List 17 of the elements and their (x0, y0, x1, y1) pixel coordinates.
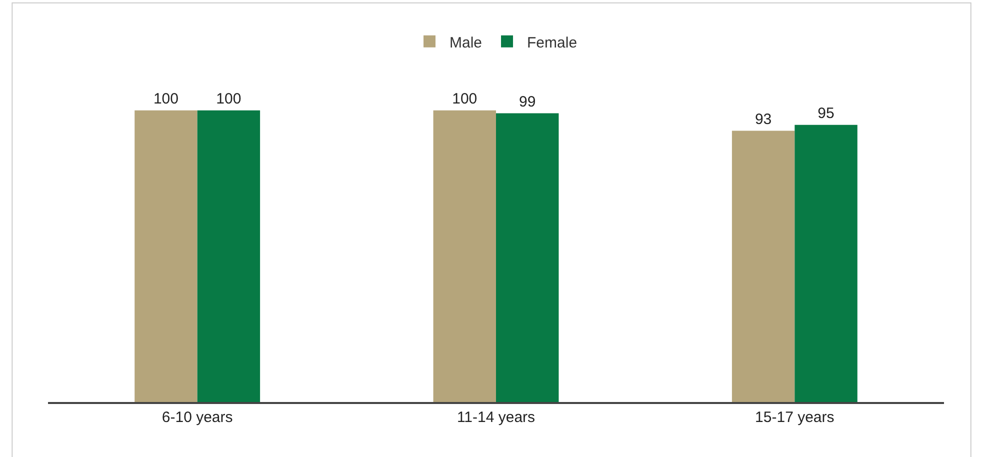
data-label: 95 (818, 104, 834, 122)
data-label: 100 (153, 90, 178, 108)
bar (496, 113, 559, 402)
bar (433, 110, 496, 402)
bar (134, 110, 198, 402)
x-tick-label: 11-14 years (456, 408, 536, 426)
data-label: 93 (754, 110, 772, 128)
data-label: 100 (452, 90, 478, 108)
legend-label: Female (527, 34, 578, 52)
legend-label: Male (450, 34, 482, 52)
bar (794, 124, 858, 402)
bar (197, 110, 260, 402)
data-label: 99 (519, 93, 536, 110)
data-label: 100 (216, 90, 242, 108)
x-tick-label: 15-17 years (755, 408, 834, 426)
x-tick-label: 6-10 years (162, 408, 233, 426)
bar (732, 130, 795, 402)
